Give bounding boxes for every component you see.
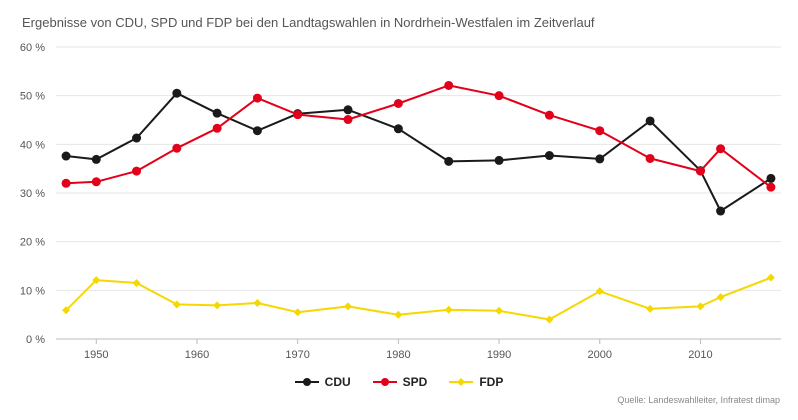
data-point-spd — [393, 98, 403, 108]
legend: CDU SPD FDP — [0, 375, 798, 389]
data-point-cdu — [766, 173, 776, 183]
legend-item-cdu[interactable]: CDU — [294, 375, 351, 389]
data-point-cdu — [252, 126, 262, 136]
data-point-spd — [252, 93, 262, 103]
data-point-fdp — [495, 306, 504, 315]
legend-swatch-cdu — [294, 378, 319, 386]
data-point-spd — [132, 166, 142, 176]
data-point-fdp — [646, 304, 655, 313]
data-point-fdp — [394, 310, 403, 319]
data-point-cdu — [91, 154, 101, 164]
data-point-spd — [343, 115, 353, 125]
data-point-fdp — [696, 302, 705, 311]
data-point-spd — [494, 91, 504, 101]
data-point-spd — [595, 126, 605, 136]
y-tick-label: 60 % — [20, 42, 45, 54]
y-tick-label: 40 % — [20, 139, 45, 151]
data-point-fdp — [545, 315, 554, 324]
data-point-cdu — [393, 124, 403, 134]
data-point-cdu — [212, 108, 222, 118]
data-point-spd — [716, 144, 726, 154]
y-tick-label: 50 % — [20, 91, 45, 103]
data-point-spd — [212, 123, 222, 133]
series-line-fdp — [65, 276, 772, 321]
data-point-fdp — [92, 276, 101, 285]
chart-title: Ergebnisse von CDU, SPD und FDP bei den … — [22, 15, 595, 30]
data-point-fdp — [293, 308, 302, 317]
data-point-cdu — [595, 154, 605, 164]
data-point-cdu — [444, 156, 454, 166]
data-point-fdp — [253, 298, 262, 307]
data-point-spd — [172, 143, 182, 153]
x-tick-label: 1980 — [386, 349, 410, 360]
y-tick-label: 10 % — [20, 285, 45, 297]
data-point-cdu — [343, 105, 353, 115]
data-point-fdp — [172, 300, 181, 309]
data-point-fdp — [444, 305, 453, 314]
x-tick-label: 1970 — [285, 349, 309, 360]
data-point-fdp — [766, 273, 775, 282]
data-point-cdu — [645, 116, 655, 126]
x-axis-ticks: 1950 1960 1970 1980 1990 2000 2010 — [84, 339, 713, 360]
data-point-fdp — [716, 293, 725, 302]
data-point-fdp — [132, 279, 141, 288]
source-note: Quelle: Landeswahlleiter, Infratest dima… — [617, 395, 780, 405]
legend-label-fdp: FDP — [479, 375, 504, 389]
y-tick-label: 0 % — [26, 334, 45, 346]
legend-item-fdp[interactable]: FDP — [449, 375, 503, 389]
series-group — [61, 80, 776, 324]
data-point-cdu — [172, 88, 182, 98]
data-point-fdp — [344, 302, 353, 311]
data-point-cdu — [716, 206, 726, 216]
x-tick-label: 1990 — [487, 349, 511, 360]
x-tick-label: 1960 — [185, 349, 209, 360]
data-point-spd — [544, 110, 554, 120]
y-tick-label: 20 % — [20, 237, 45, 249]
gridlines — [56, 46, 781, 340]
data-point-fdp — [62, 306, 71, 315]
x-tick-label: 2000 — [588, 349, 612, 360]
data-point-spd — [766, 182, 776, 192]
legend-label-cdu: CDU — [324, 375, 351, 389]
data-point-cdu — [494, 155, 504, 165]
data-point-spd — [293, 110, 303, 120]
data-point-spd — [61, 178, 71, 188]
x-tick-label: 1950 — [84, 349, 108, 360]
legend-label-spd: SPD — [402, 375, 428, 389]
y-tick-label: 30 % — [20, 188, 45, 200]
data-point-spd — [444, 80, 454, 90]
data-point-cdu — [132, 133, 142, 143]
legend-item-spd[interactable]: SPD — [372, 375, 428, 389]
data-point-cdu — [61, 151, 71, 161]
data-point-fdp — [595, 287, 604, 296]
legend-swatch-fdp — [449, 378, 474, 386]
data-point-spd — [91, 177, 101, 187]
line-chart: 0 % 10 % 20 % 30 % 40 % 50 % 60 % 1950 1960 1970… — [20, 42, 781, 360]
legend-swatch-spd — [372, 378, 397, 386]
data-point-fdp — [213, 301, 222, 310]
data-point-spd — [695, 166, 705, 176]
x-tick-label: 2010 — [688, 349, 712, 360]
y-axis-ticks: 0 % 10 % 20 % 30 % 40 % 50 % 60 % — [20, 42, 45, 346]
data-point-cdu — [544, 151, 554, 161]
data-point-spd — [645, 153, 655, 163]
